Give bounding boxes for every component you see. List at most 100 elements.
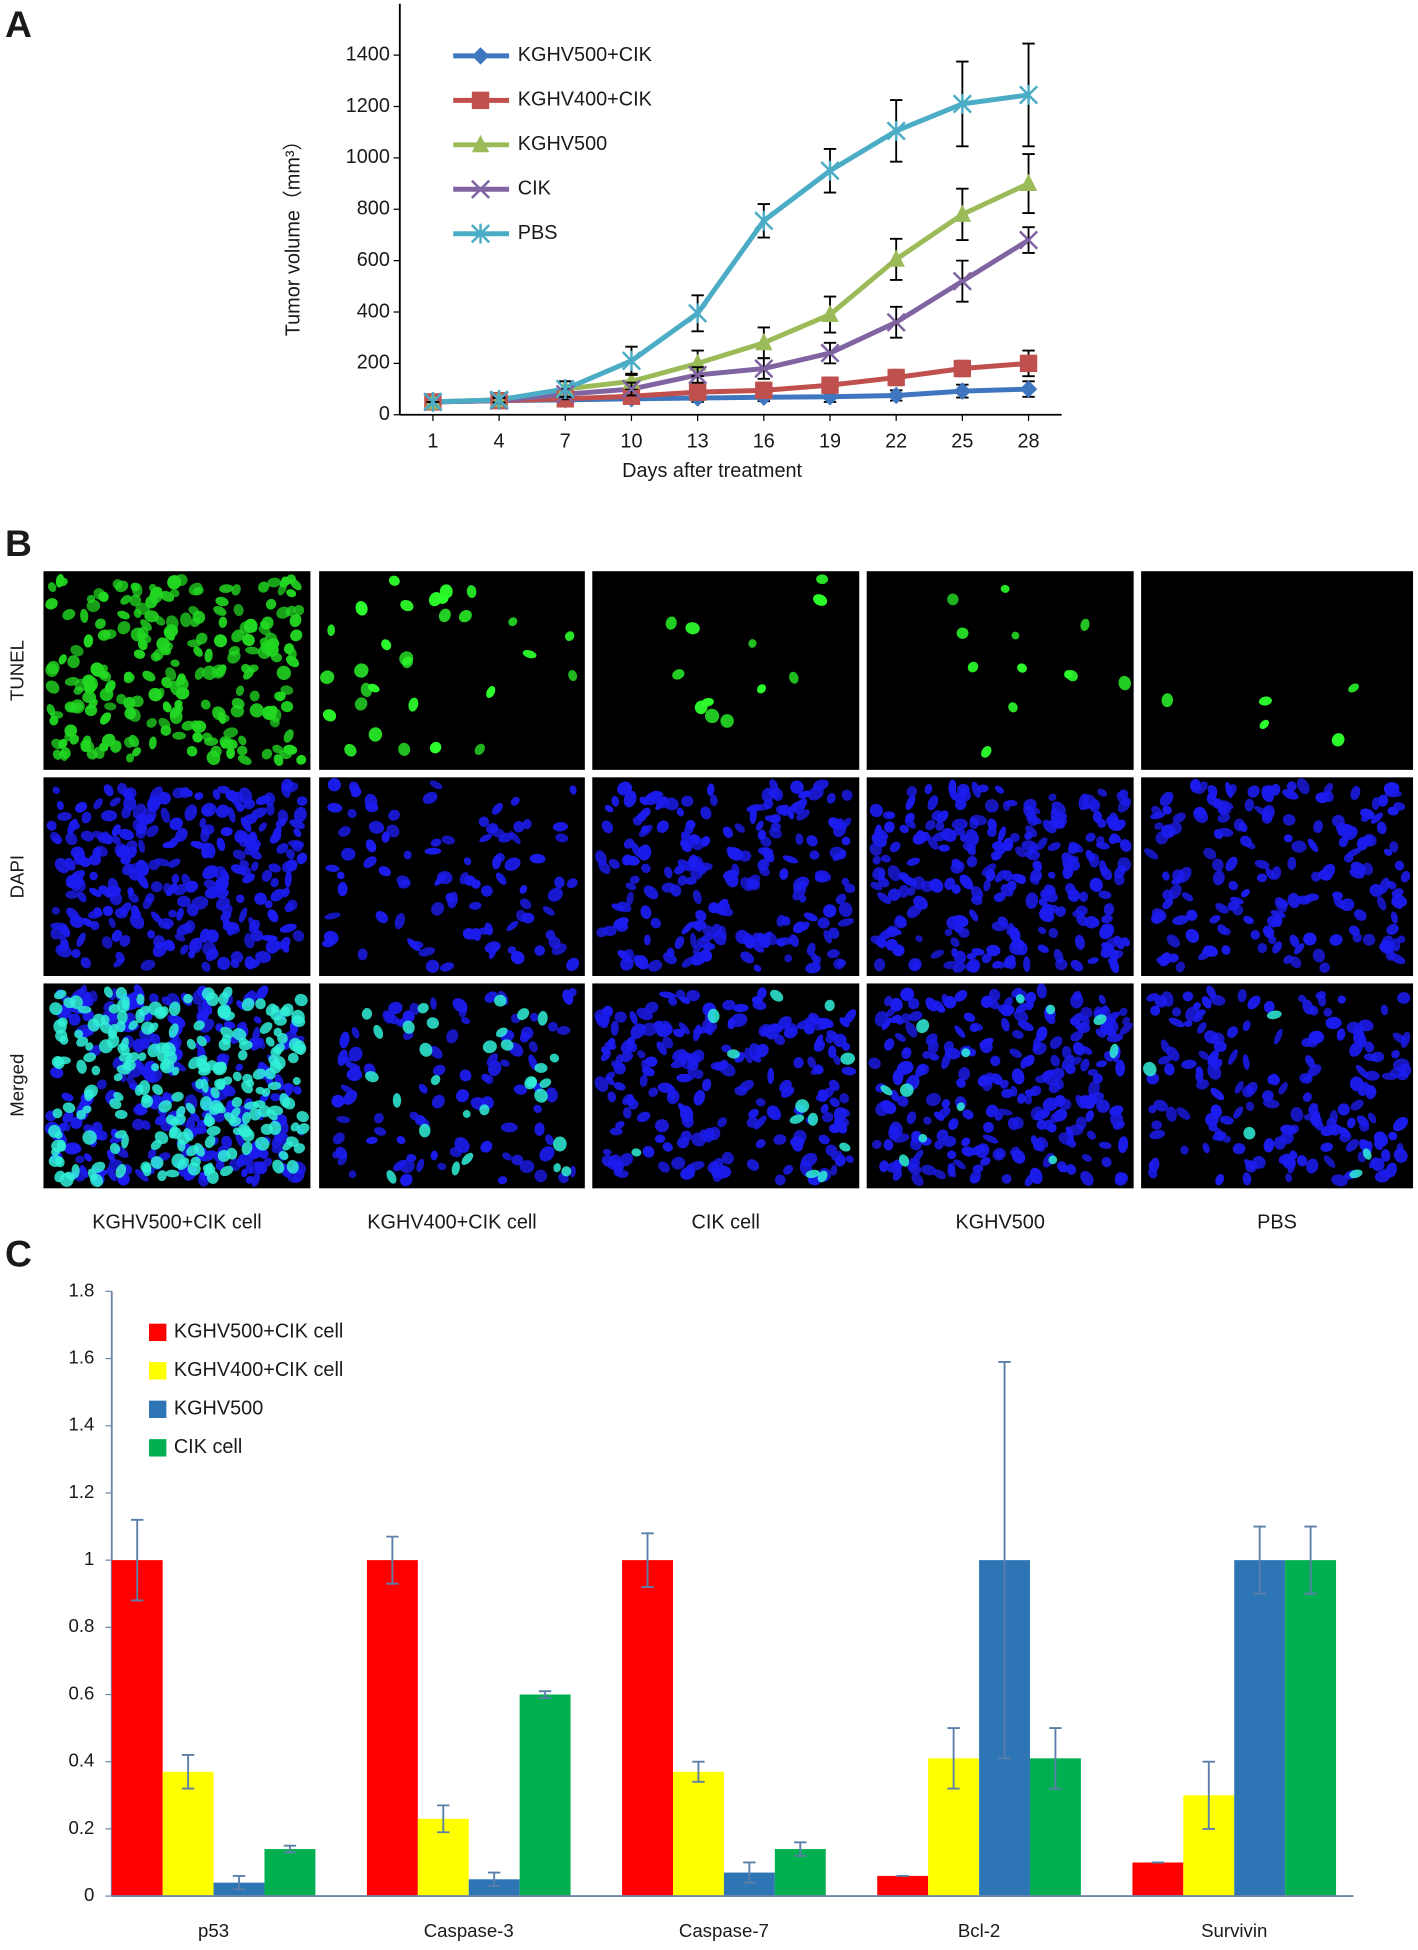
nucleus [826, 792, 836, 804]
nucleus [656, 820, 669, 833]
legend-label: KGHV500 [518, 133, 607, 155]
error-bar [1253, 1525, 1266, 1595]
nucleus [282, 1140, 293, 1151]
nucleus [227, 807, 236, 823]
nucleus [731, 863, 740, 877]
nucleus [478, 816, 490, 827]
nucleus [254, 892, 267, 905]
nucleus [827, 949, 840, 959]
nucleus [419, 1123, 431, 1138]
nucleus [296, 754, 307, 765]
nucleus [140, 959, 156, 971]
nucleus [206, 1126, 221, 1136]
nucleus [287, 1176, 300, 1184]
nucleus [126, 1076, 138, 1090]
nucleus [595, 850, 607, 866]
nucleus [839, 1142, 851, 1152]
nucleus [1345, 1139, 1359, 1152]
nucleus [1225, 856, 1238, 872]
nucleus [921, 880, 933, 893]
nucleus [752, 1000, 767, 1011]
nucleus [80, 830, 95, 842]
marker [886, 312, 906, 332]
nucleus [146, 825, 159, 838]
y-tick-label: 1000 [346, 146, 390, 168]
nucleus [1072, 991, 1082, 1001]
nucleus [365, 839, 377, 853]
nucleus [150, 652, 161, 662]
error-bar [1049, 1727, 1062, 1790]
nucleus [841, 877, 850, 886]
nucleus [824, 999, 835, 1012]
nucleus [252, 1068, 267, 1080]
nucleus [50, 1147, 61, 1156]
nucleus [596, 927, 608, 938]
nucleus [1017, 663, 1027, 673]
nucleus [65, 832, 78, 846]
nucleus [615, 1121, 625, 1129]
nucleus [814, 871, 829, 883]
bar [622, 1560, 673, 1897]
nucleus [833, 1054, 841, 1066]
nucleus [868, 1057, 881, 1070]
nucleus [938, 844, 951, 852]
nucleus [75, 1155, 85, 1164]
nucleus [1032, 1042, 1047, 1055]
nucleus [1362, 1148, 1372, 1160]
nucleus [1397, 1072, 1409, 1081]
x-tick-label: 4 [494, 430, 505, 452]
nucleus [956, 783, 970, 796]
nucleus [245, 646, 260, 655]
nucleus [388, 809, 400, 821]
error-bar [794, 1841, 807, 1857]
nucleus [727, 1049, 740, 1059]
nucleus [258, 581, 270, 593]
nucleus [133, 649, 146, 659]
nucleus [951, 884, 961, 894]
nucleus [258, 822, 267, 832]
nucleus [1048, 928, 1059, 939]
nucleus [1369, 884, 1384, 897]
nucleus [899, 824, 909, 834]
nucleus [277, 1032, 288, 1044]
nucleus [630, 1023, 646, 1039]
bar [1132, 1862, 1184, 1897]
bar [264, 1849, 316, 1897]
nucleus [704, 708, 720, 724]
micrograph [592, 777, 860, 976]
nucleus [1273, 1028, 1283, 1045]
nucleus [279, 749, 292, 760]
x-tick-label: 13 [687, 430, 709, 452]
nucleus [429, 741, 442, 754]
nucleus [542, 906, 555, 916]
nucleus [408, 697, 419, 712]
nucleus [956, 1078, 966, 1088]
nucleus [1100, 1021, 1115, 1035]
nucleus [508, 617, 518, 627]
nucleus [1151, 1120, 1162, 1130]
nucleus [216, 837, 226, 852]
nucleus [1206, 985, 1217, 999]
nucleus [1001, 1088, 1014, 1099]
micrograph [866, 571, 1134, 770]
nucleus [160, 1061, 171, 1071]
marker [555, 379, 575, 400]
y-tick-label: 1.8 [68, 1279, 94, 1300]
nucleus [375, 910, 389, 924]
nucleus [116, 998, 130, 1013]
nucleus [605, 1076, 615, 1086]
nucleus [1386, 923, 1399, 935]
nucleus [1168, 884, 1182, 900]
nucleus [1017, 1020, 1034, 1032]
nucleus [894, 1032, 906, 1042]
nucleus [641, 863, 651, 873]
nucleus [709, 794, 718, 807]
nucleus [953, 1159, 966, 1170]
nucleus [1374, 1170, 1391, 1183]
nucleus [322, 709, 337, 722]
nucleus [755, 1139, 766, 1149]
nucleus [1392, 1032, 1407, 1044]
nucleus [128, 1020, 139, 1031]
nucleus [1161, 693, 1174, 708]
nucleus [907, 997, 920, 1010]
